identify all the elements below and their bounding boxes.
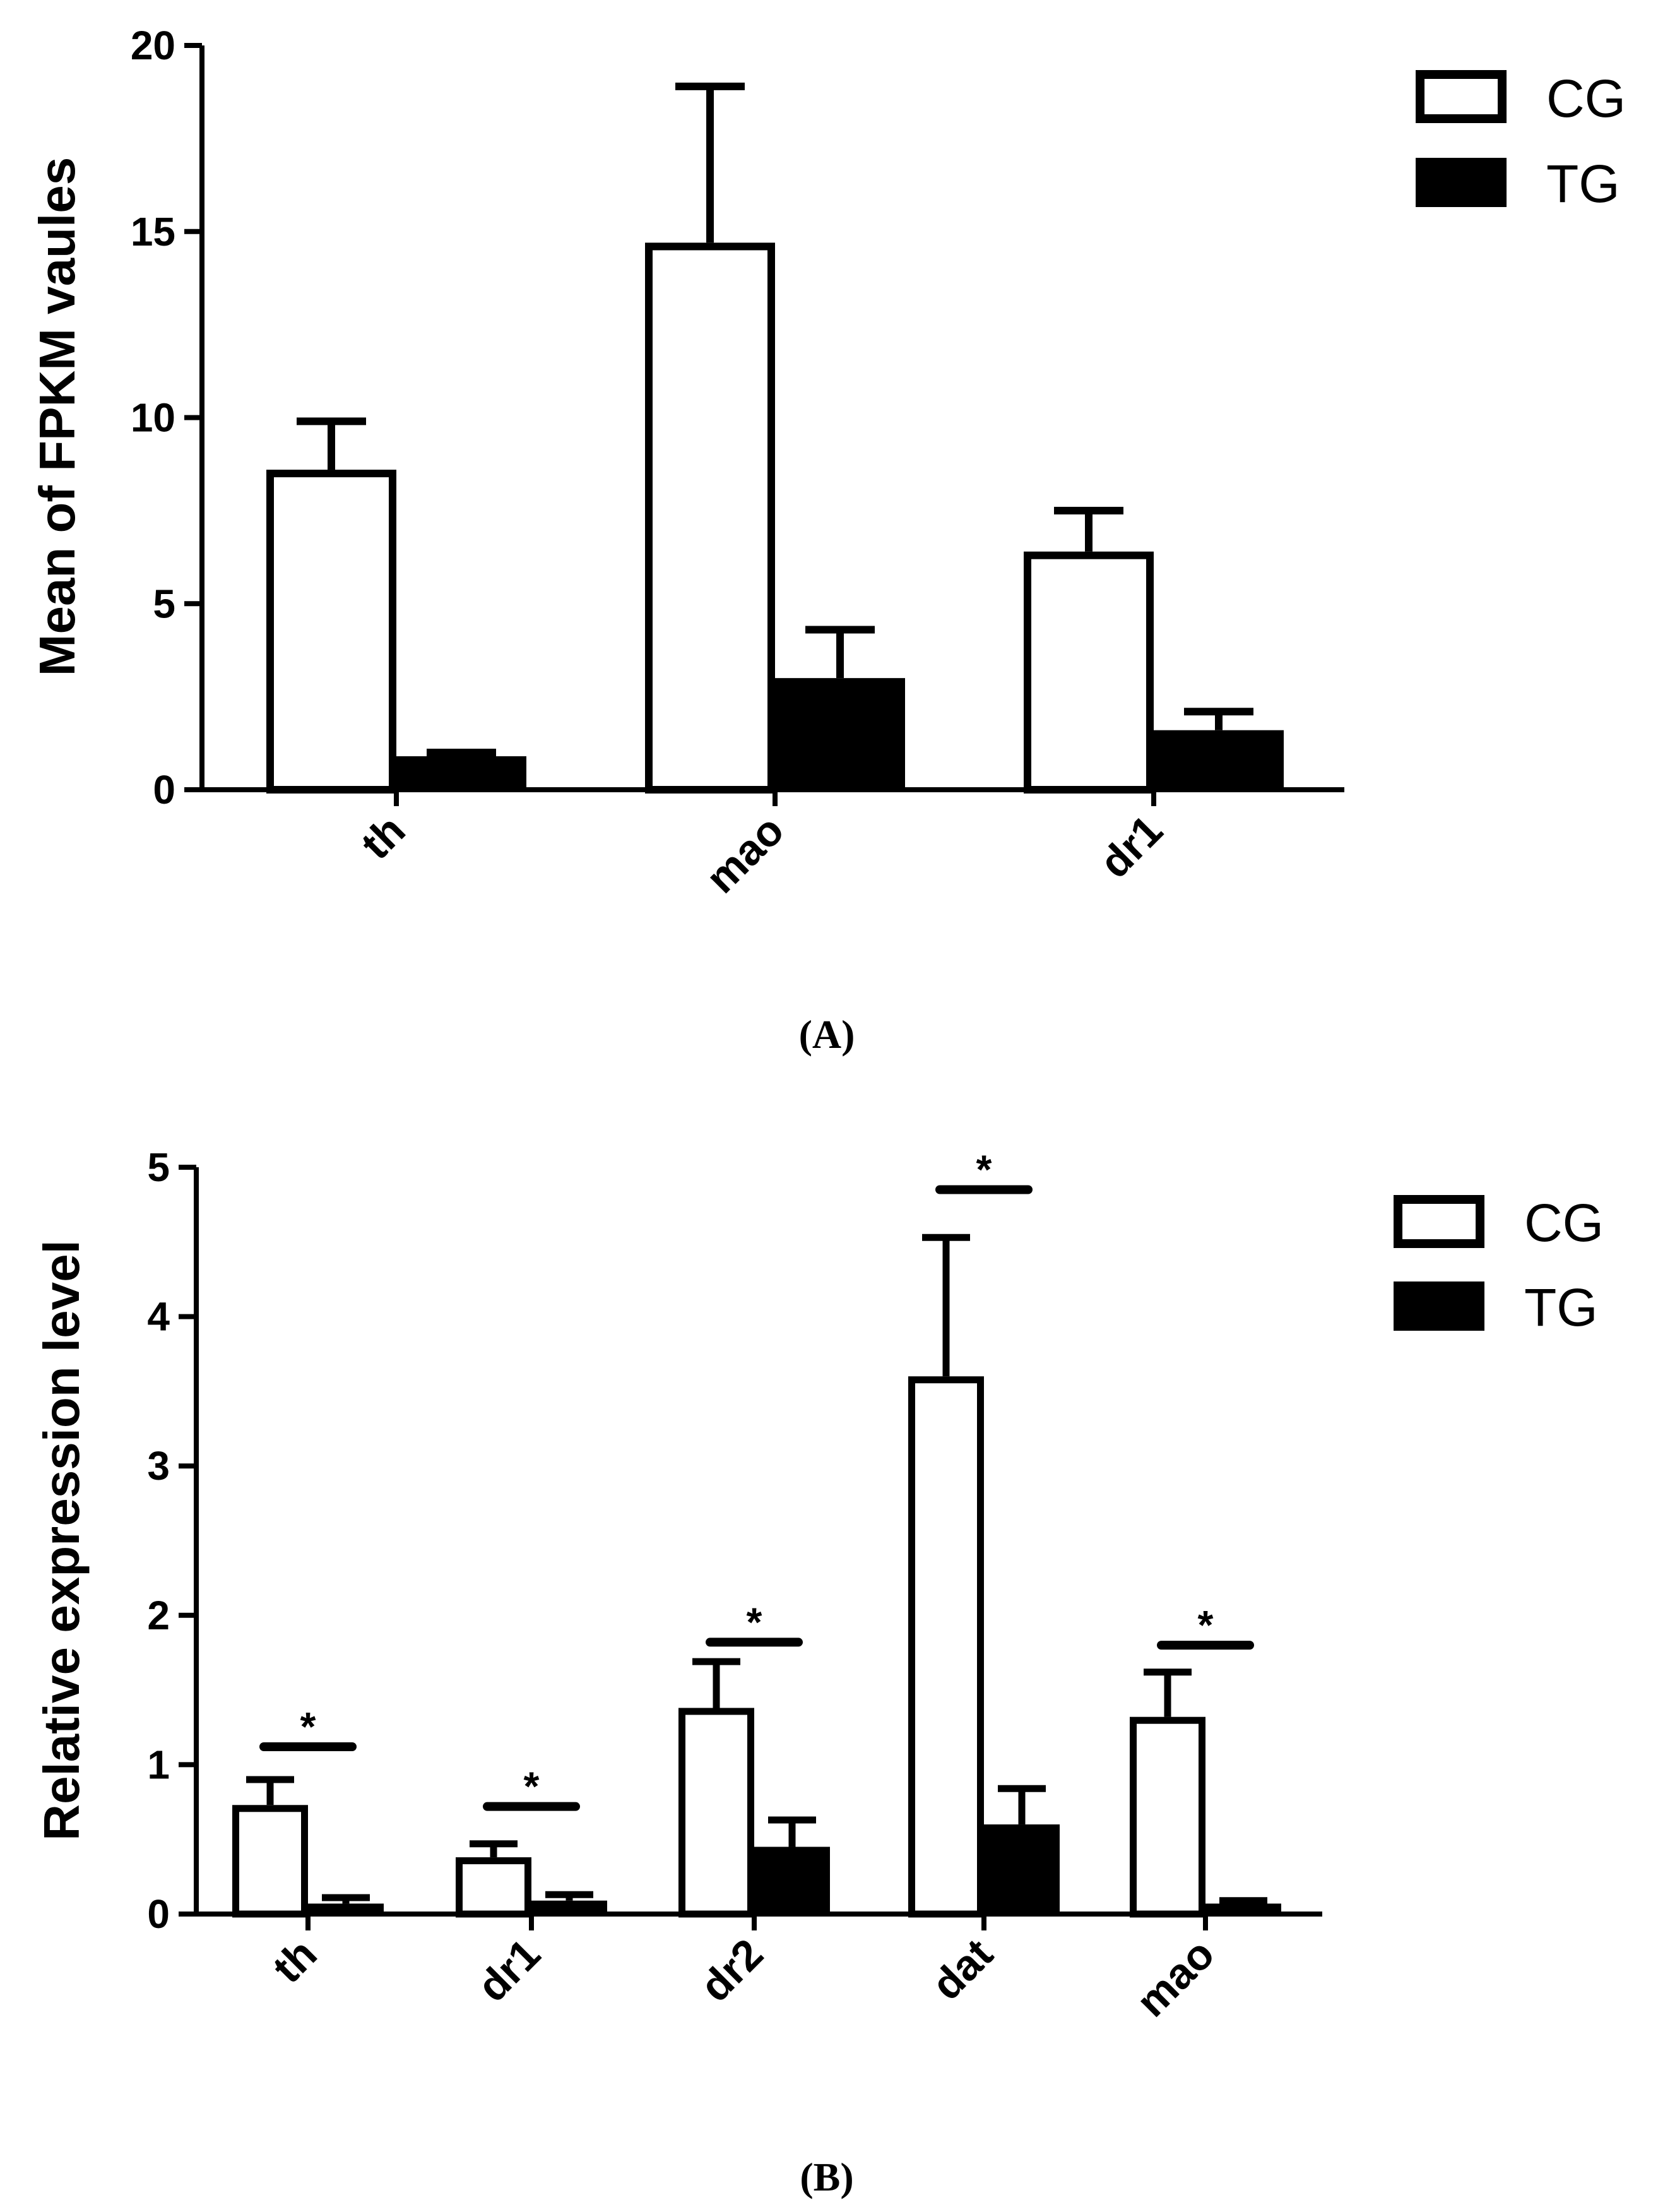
y-tick-label: 1 (147, 1742, 170, 1787)
panel-a-category-labels: th mao dr1 (352, 790, 1172, 903)
panel-b-y-axis: Relative expression level (33, 1167, 1322, 1917)
x-tick-label-th: th (263, 1930, 326, 1992)
legend-swatch-cg (1416, 70, 1507, 123)
significance-star-dr1: * (524, 1764, 540, 1809)
x-tick-label-dr1: dr1 (468, 1930, 550, 2011)
panel-b-significance-markers: * * * * * (259, 1146, 1254, 1811)
significance-star-th: * (300, 1704, 316, 1749)
panel-a-chart: Mean of FPKM vaules 0 5 10 15 20 th mao dr1 CG… (29, 23, 1626, 1057)
y-tick-label: 15 (131, 209, 175, 254)
panel-b-chart: Relative expression level 0 1 2 3 4 5 * * * * * t… (33, 1145, 1604, 2199)
bar-cg-dr2 (678, 1708, 754, 1918)
bar-cg-mao (1130, 1716, 1205, 1918)
x-tick-label-th: th (352, 806, 414, 869)
panel-b-y-ticks: 0 1 2 3 4 5 (147, 1145, 196, 1937)
legend-swatch-tg (1394, 1281, 1484, 1331)
panel-a-label: (A) (799, 1012, 855, 1057)
y-tick-label: 2 (147, 1593, 170, 1638)
y-tick-label: 0 (153, 767, 175, 812)
bar-tg-dr2 (754, 1846, 830, 1914)
bar-tg-th (396, 756, 526, 790)
panel-b-label: (B) (800, 2155, 853, 2199)
legend-swatch-tg (1416, 158, 1507, 207)
legend-label-cg: CG (1524, 1193, 1604, 1252)
y-tick-label: 5 (147, 1145, 170, 1190)
bar-tg-mao (1205, 1903, 1281, 1914)
panel-a-bars (266, 82, 1284, 794)
bar-tg-mao (775, 678, 905, 790)
x-tick-label-mao: mao (697, 806, 793, 903)
x-tick-label-dat: dat (923, 1930, 1002, 2009)
significance-star-dr2: * (747, 1599, 762, 1644)
y-tick-label: 20 (131, 23, 175, 68)
panel-b-y-axis-title: Relative expression level (33, 1240, 90, 1841)
panel-b-category-labels: th dr1 dr2 dat mao (263, 1914, 1224, 2026)
bar-tg-dr1 (1154, 730, 1284, 790)
panel-b-legend: CG TG (1394, 1193, 1604, 1337)
panel-b-bars (232, 1234, 1281, 1918)
bar-cg-dat (908, 1376, 984, 1918)
panel-a-y-axis-title: Mean of FPKM vaules (29, 157, 85, 676)
legend-label-tg: TG (1524, 1278, 1598, 1337)
y-tick-label: 4 (147, 1294, 170, 1340)
y-tick-label: 3 (147, 1443, 170, 1489)
y-tick-label: 10 (131, 395, 175, 441)
bar-cg-th (232, 1805, 308, 1918)
bar-tg-dat (984, 1824, 1060, 1914)
y-tick-label: 0 (147, 1891, 170, 1937)
bar-cg-dr1 (456, 1857, 531, 1918)
panel-a-y-ticks: 0 5 10 15 20 (131, 23, 202, 812)
legend-label-cg: CG (1546, 69, 1626, 128)
significance-star-dat: * (976, 1146, 992, 1192)
bar-cg-dr1 (1024, 551, 1154, 794)
x-tick-label-dr1: dr1 (1091, 806, 1172, 888)
bar-tg-th (308, 1903, 384, 1914)
panel-a-legend: CG TG (1416, 69, 1626, 213)
y-tick-label: 5 (153, 581, 175, 626)
bar-cg-mao (645, 242, 775, 794)
legend-swatch-cg (1394, 1195, 1484, 1248)
significance-star-mao: * (1198, 1602, 1214, 1648)
x-tick-label-mao: mao (1127, 1930, 1224, 2026)
legend-label-tg: TG (1546, 154, 1620, 213)
x-tick-label-dr2: dr2 (691, 1930, 773, 2011)
bar-tg-dr1 (531, 1900, 607, 1914)
bar-cg-th (266, 470, 396, 794)
